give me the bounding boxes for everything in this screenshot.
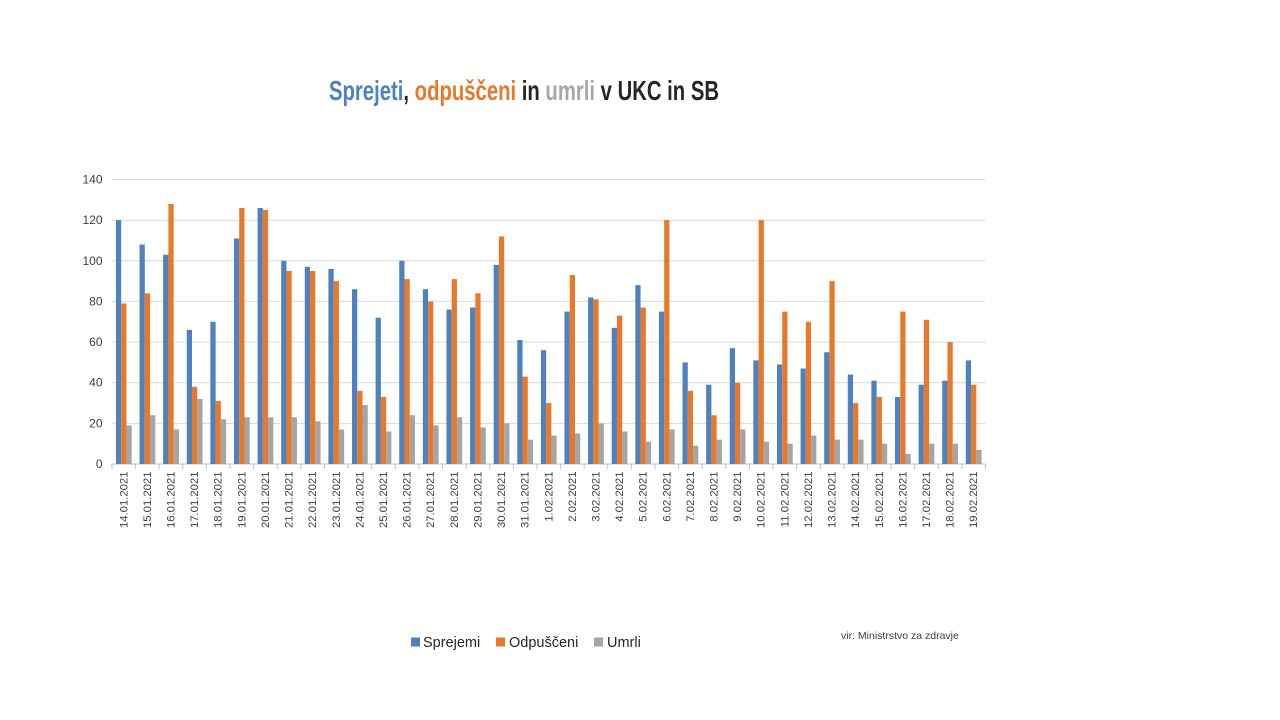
svg-text:16.02.2021: 16.02.2021 xyxy=(897,472,909,529)
svg-text:3.02.2021: 3.02.2021 xyxy=(590,472,602,522)
svg-text:22.01.2021: 22.01.2021 xyxy=(307,472,319,529)
svg-text:9.02.2021: 9.02.2021 xyxy=(732,472,744,522)
svg-text:26.01.2021: 26.01.2021 xyxy=(402,472,414,529)
svg-text:23.01.2021: 23.01.2021 xyxy=(331,472,343,529)
svg-text:1.02.2021: 1.02.2021 xyxy=(543,472,555,522)
svg-text:80: 80 xyxy=(89,294,103,308)
svg-text:31.01.2021: 31.01.2021 xyxy=(520,472,532,529)
svg-text:25.01.2021: 25.01.2021 xyxy=(378,472,390,529)
svg-text:0: 0 xyxy=(96,457,103,471)
svg-text:27.01.2021: 27.01.2021 xyxy=(425,472,437,529)
svg-text:18.01.2021: 18.01.2021 xyxy=(213,472,225,529)
svg-text:Sprejemi: Sprejemi xyxy=(423,635,480,651)
svg-text:120: 120 xyxy=(82,213,102,227)
svg-text:19.02.2021: 19.02.2021 xyxy=(968,472,980,529)
svg-text:12.02.2021: 12.02.2021 xyxy=(803,472,815,529)
svg-text:20.01.2021: 20.01.2021 xyxy=(260,472,272,529)
svg-text:8.02.2021: 8.02.2021 xyxy=(709,472,721,522)
svg-text:60: 60 xyxy=(89,335,103,349)
svg-text:7.02.2021: 7.02.2021 xyxy=(685,472,697,522)
svg-text:14.01.2021: 14.01.2021 xyxy=(118,472,130,529)
svg-text:17.01.2021: 17.01.2021 xyxy=(189,472,201,529)
svg-text:15.02.2021: 15.02.2021 xyxy=(874,472,886,529)
svg-text:100: 100 xyxy=(82,254,102,268)
svg-text:11.02.2021: 11.02.2021 xyxy=(779,472,791,528)
svg-text:6.02.2021: 6.02.2021 xyxy=(661,472,673,522)
svg-text:28.01.2021: 28.01.2021 xyxy=(449,472,461,529)
svg-text:40: 40 xyxy=(89,376,103,390)
svg-text:17.02.2021: 17.02.2021 xyxy=(921,472,933,529)
svg-text:Odpuščeni: Odpuščeni xyxy=(509,635,578,651)
svg-text:10.02.2021: 10.02.2021 xyxy=(756,472,768,529)
svg-text:16.01.2021: 16.01.2021 xyxy=(166,472,178,529)
svg-text:Umrli: Umrli xyxy=(607,635,641,651)
svg-text:15.01.2021: 15.01.2021 xyxy=(142,472,154,529)
svg-text:5.02.2021: 5.02.2021 xyxy=(638,472,650,522)
svg-text:21.01.2021: 21.01.2021 xyxy=(284,472,296,529)
svg-text:14.02.2021: 14.02.2021 xyxy=(850,472,862,529)
svg-text:13.02.2021: 13.02.2021 xyxy=(827,472,839,529)
svg-text:4.02.2021: 4.02.2021 xyxy=(614,472,626,522)
svg-text:20: 20 xyxy=(89,416,103,430)
svg-text:Sprejeti, odpuščeni in umrli v: Sprejeti, odpuščeni in umrli v UKC in SB xyxy=(329,76,719,107)
svg-text:29.01.2021: 29.01.2021 xyxy=(472,472,484,529)
svg-text:30.01.2021: 30.01.2021 xyxy=(496,472,508,529)
svg-text:140: 140 xyxy=(82,173,102,187)
svg-text:18.02.2021: 18.02.2021 xyxy=(945,472,957,529)
svg-text:vir: Ministrstvo za zdravje: vir: Ministrstvo za zdravje xyxy=(841,630,959,642)
svg-text:19.01.2021: 19.01.2021 xyxy=(236,472,248,529)
svg-text:2.02.2021: 2.02.2021 xyxy=(567,472,579,522)
svg-text:24.01.2021: 24.01.2021 xyxy=(354,472,366,529)
